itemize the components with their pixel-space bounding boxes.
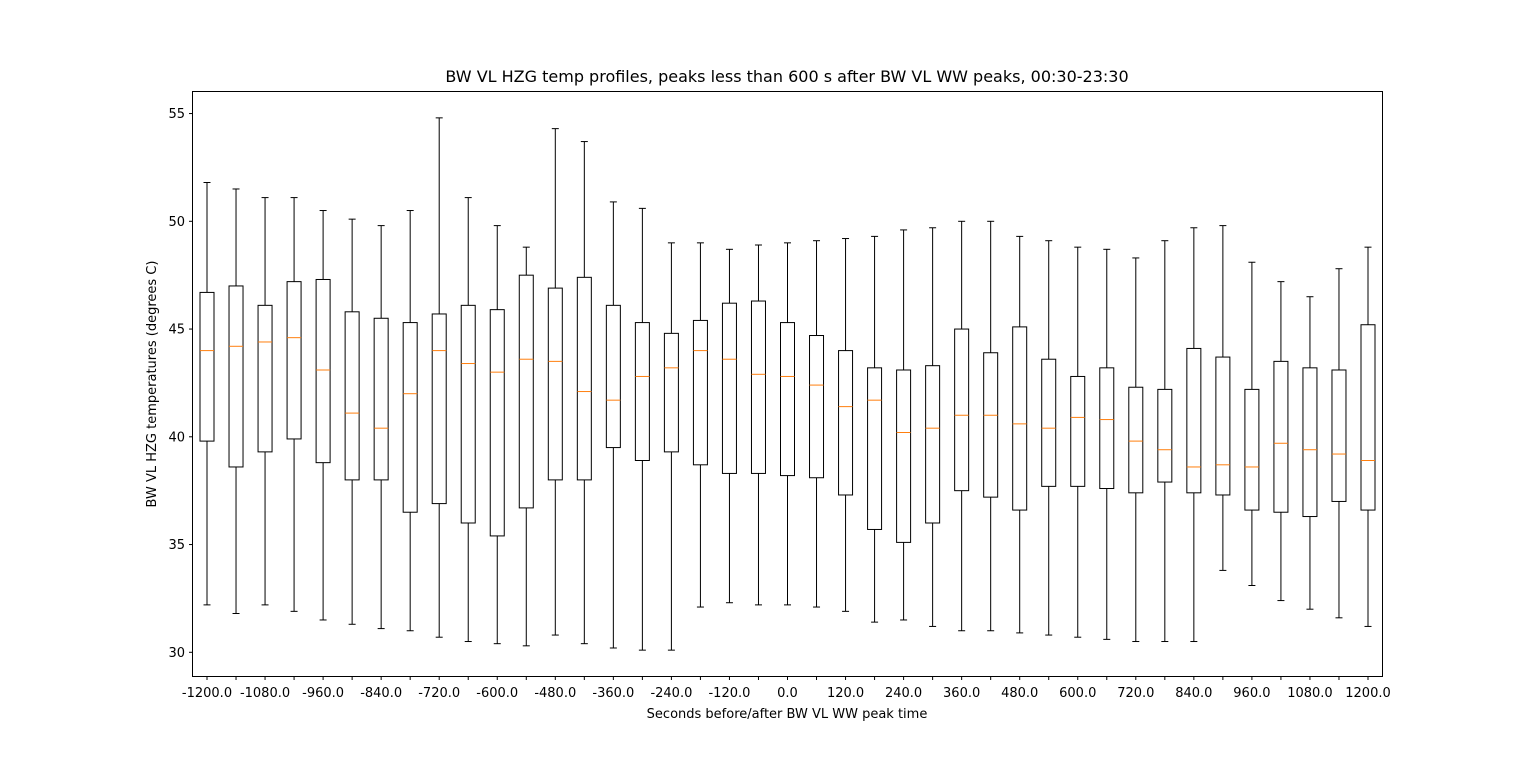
x-tick-label: 1080.0 — [1287, 686, 1333, 701]
plot-frame — [192, 91, 1383, 677]
box — [1157, 388, 1173, 483]
x-tick-label: 0.0 — [777, 686, 798, 701]
x-tick-label: -120.0 — [708, 686, 750, 701]
box — [1360, 324, 1376, 511]
box — [983, 352, 999, 498]
box — [1302, 367, 1318, 518]
box — [199, 291, 215, 442]
box — [518, 274, 534, 509]
x-tick-label: -480.0 — [534, 686, 576, 701]
box — [663, 332, 679, 453]
x-tick-label: -1200.0 — [182, 686, 232, 701]
box — [634, 322, 650, 462]
x-tick-label: 1200.0 — [1345, 686, 1391, 701]
box — [721, 302, 737, 474]
y-tick-label: 35 — [168, 538, 185, 553]
x-tick-label: 240.0 — [885, 686, 922, 701]
box — [809, 335, 825, 479]
box — [1186, 347, 1202, 494]
x-tick-label: 600.0 — [1059, 686, 1096, 701]
box — [925, 365, 941, 524]
box — [1273, 360, 1289, 513]
box — [1244, 388, 1260, 511]
box — [431, 313, 447, 505]
y-tick-label: 45 — [168, 323, 185, 338]
box — [1331, 369, 1347, 502]
box — [1128, 386, 1144, 494]
y-tick-label: 40 — [168, 430, 185, 445]
x-tick-label: 480.0 — [1001, 686, 1038, 701]
x-tick-label: -720.0 — [418, 686, 460, 701]
y-tick-label: 30 — [168, 646, 185, 661]
box — [954, 328, 970, 492]
box — [576, 276, 592, 481]
x-tick-label: -1080.0 — [240, 686, 290, 701]
box — [867, 367, 883, 530]
box — [257, 304, 273, 453]
box — [896, 369, 912, 543]
box — [344, 311, 360, 481]
box — [402, 322, 418, 513]
x-tick-label: -360.0 — [592, 686, 634, 701]
box — [605, 304, 621, 449]
box — [547, 287, 563, 481]
x-tick-label: -240.0 — [650, 686, 692, 701]
box — [489, 309, 505, 537]
x-tick-label: 960.0 — [1233, 686, 1270, 701]
x-axis-label: Seconds before/after BW VL WW peak time — [647, 707, 928, 722]
y-tick-label: 50 — [168, 215, 185, 230]
box — [750, 300, 766, 474]
box — [1070, 375, 1086, 487]
box — [838, 350, 854, 496]
x-tick-label: -840.0 — [360, 686, 402, 701]
chart-title: BW VL HZG temp profiles, peaks less than… — [445, 67, 1128, 86]
x-tick-label: 120.0 — [827, 686, 864, 701]
x-tick-label: 840.0 — [1175, 686, 1212, 701]
x-tick-label: -960.0 — [302, 686, 344, 701]
box — [1215, 356, 1231, 496]
box — [1099, 367, 1115, 490]
x-tick-label: 720.0 — [1117, 686, 1154, 701]
box — [1012, 326, 1028, 511]
box — [315, 278, 331, 464]
box — [460, 304, 476, 524]
y-tick-label: 55 — [168, 107, 185, 122]
box — [373, 317, 389, 481]
y-axis-label: BW VL HZG temperatures (degrees C) — [145, 261, 160, 508]
box — [228, 285, 244, 468]
box — [286, 281, 302, 440]
box — [692, 319, 708, 466]
x-tick-label: 360.0 — [943, 686, 980, 701]
x-tick-label: -600.0 — [476, 686, 518, 701]
box — [1041, 358, 1057, 487]
plot-area: 30 35 40 45 50 55 -1200.0 -1080.0 -960.0 -840.0 -7… — [168, 107, 1390, 701]
box — [780, 322, 795, 477]
